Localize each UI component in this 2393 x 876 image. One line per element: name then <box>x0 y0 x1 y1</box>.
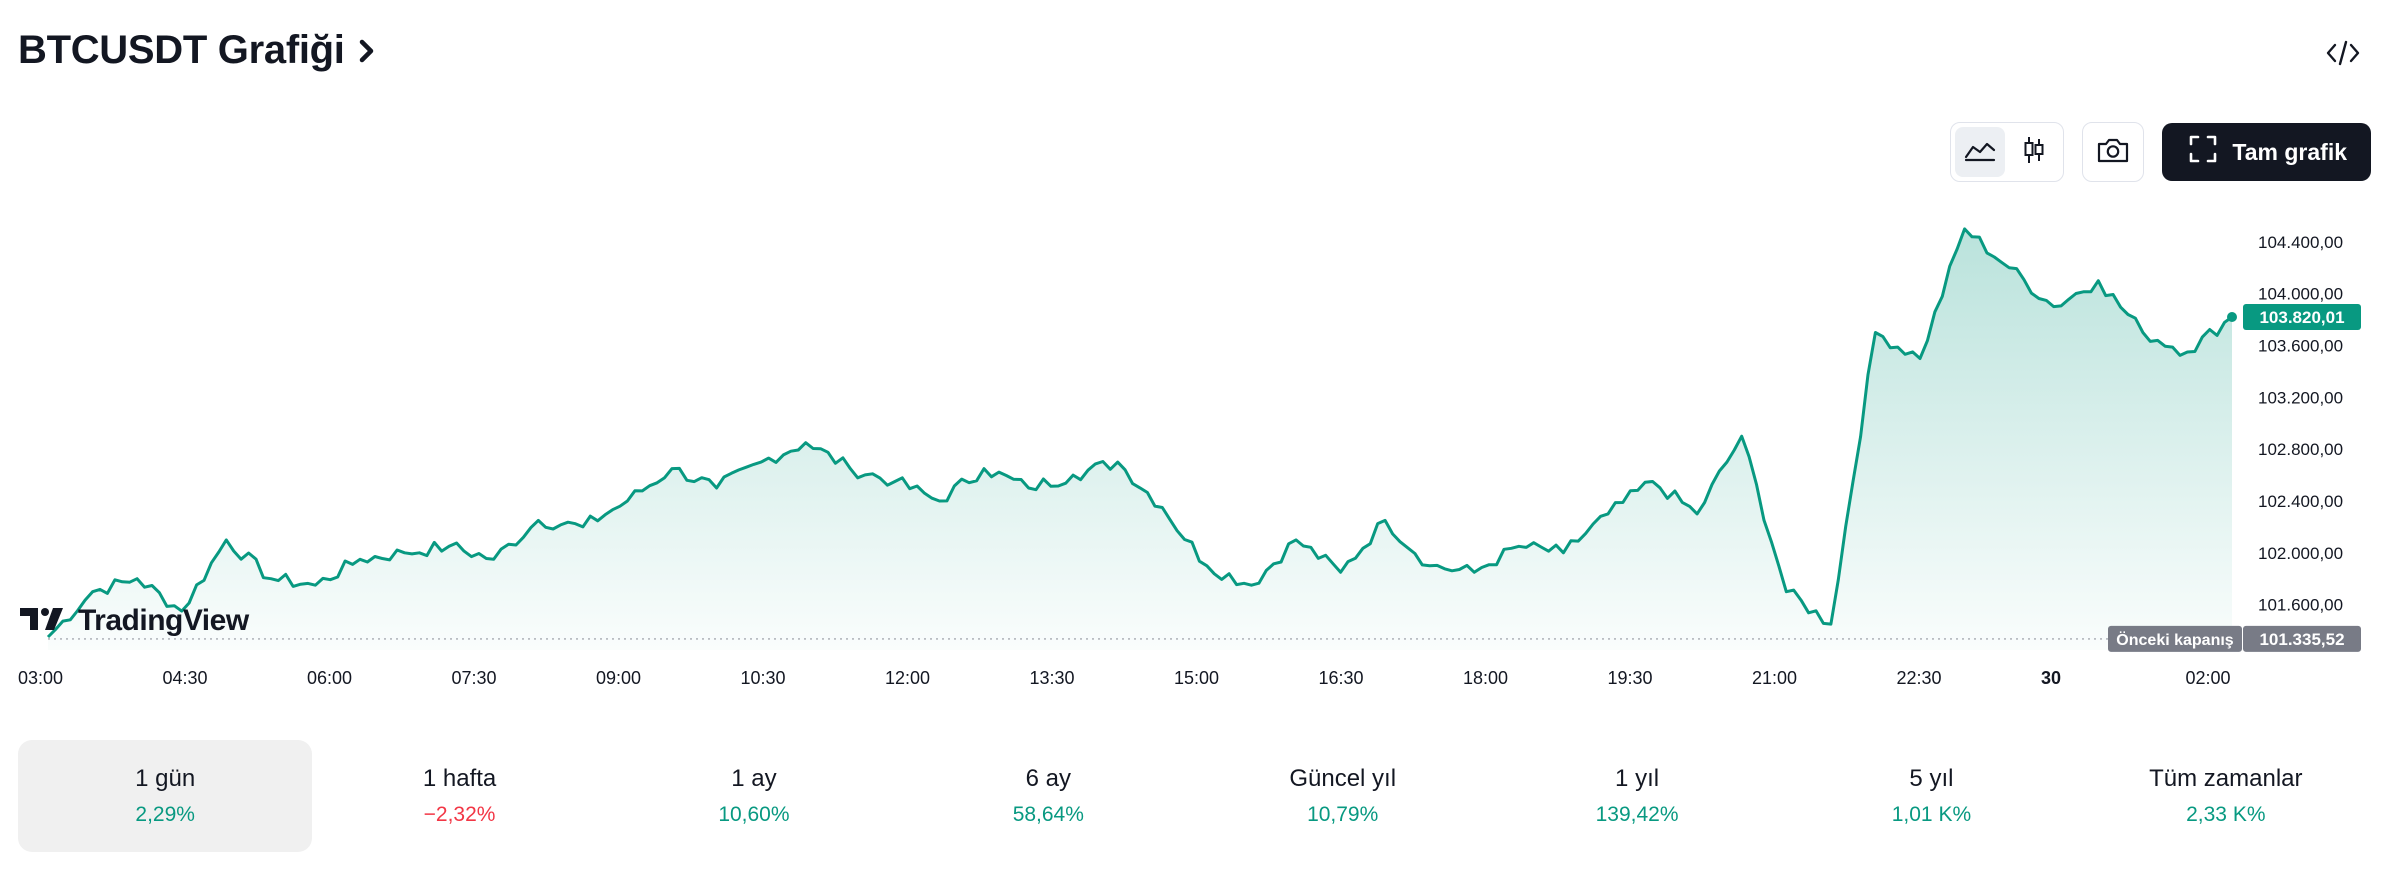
period-button[interactable]: 1 gün 2,29% <box>18 740 313 852</box>
period-change-value: 10,79% <box>1307 803 1379 826</box>
price-chart[interactable]: 104.400,00 104.000,00 103.600,00 103.200,00… <box>0 190 2393 710</box>
x-tick-label: 22:30 <box>1897 668 1942 688</box>
period-button[interactable]: 1 yıl 139,42% <box>1490 740 1784 852</box>
period-label: 1 gün <box>135 765 196 792</box>
price-badges: 103.820,01 Önceki kapanış 101.335,52 <box>2108 303 2361 652</box>
chart-toolbar: Tam grafik <box>1950 122 2371 182</box>
period-label: 5 yıl <box>1909 765 1954 792</box>
y-tick-label: 103.600,00 <box>2258 336 2343 355</box>
period-button[interactable]: 1 ay 10,60% <box>607 740 901 852</box>
camera-icon <box>2096 136 2130 169</box>
price-series-line <box>46 227 2233 639</box>
period-change-value: 1,01 K% <box>1891 803 1972 826</box>
current-price-label: 103.820,01 <box>2259 308 2344 327</box>
candlestick-icon <box>2021 135 2047 170</box>
tradingview-wordmark: TradingView <box>78 604 249 637</box>
previous-close-price: 101.335,52 <box>2259 630 2344 649</box>
y-tick-label: 101.600,00 <box>2258 596 2343 615</box>
fullscreen-corners-icon <box>2188 134 2218 170</box>
price-area <box>48 228 2232 650</box>
price-line <box>46 227 2237 639</box>
period-button[interactable]: 5 yıl 1,01 K% <box>1784 740 2078 852</box>
current-price-badge <box>2243 303 2361 330</box>
period-change-value: 2,29% <box>135 803 195 826</box>
previous-close-caption: Önceki kapanış <box>2116 630 2233 649</box>
y-tick-label: 102.800,00 <box>2258 440 2343 459</box>
price-axis: 104.400,00 104.000,00 103.600,00 103.200,00… <box>2258 233 2343 615</box>
period-label: 1 yıl <box>1615 765 1660 792</box>
chart-title-link[interactable]: BTCUSDT Grafiği <box>18 28 387 73</box>
period-selector: 1 gün 2,29% 1 hafta −2,32% 1 ay 10,60% 6 ay 58,… <box>18 740 2373 852</box>
x-tick-label: 09:00 <box>596 668 641 688</box>
period-change-value: −2,32% <box>423 803 496 826</box>
x-tick-label: 02:00 <box>2186 668 2231 688</box>
x-tick-label: 30 <box>2041 668 2061 688</box>
x-tick-label: 15:00 <box>1174 668 1219 688</box>
page-title: BTCUSDT Grafiği <box>18 28 345 72</box>
code-brackets-icon <box>2325 39 2361 72</box>
y-tick-label: 102.400,00 <box>2258 492 2343 511</box>
y-tick-label: 104.400,00 <box>2258 233 2343 252</box>
area-style-button[interactable] <box>1955 127 2006 177</box>
period-label: Güncel yıl <box>1289 765 1397 792</box>
x-tick-label: 06:00 <box>307 668 352 688</box>
period-change-value: 2,33 K% <box>2186 803 2266 826</box>
x-tick-label: 16:30 <box>1319 668 1364 688</box>
y-tick-label: 104.000,00 <box>2258 285 2343 304</box>
area-chart-icon <box>1963 137 1997 168</box>
candle-style-button[interactable] <box>2009 127 2059 177</box>
previous-close-caption-badge <box>2108 625 2242 652</box>
period-button[interactable]: Güncel yıl 10,79% <box>1196 740 1490 852</box>
price-area-fill <box>48 228 2232 650</box>
embed-code-button[interactable] <box>2323 38 2363 72</box>
last-price-dot <box>2227 311 2237 322</box>
y-tick-label: 103.200,00 <box>2258 388 2343 407</box>
chevron-right-icon <box>351 31 387 71</box>
period-change-value: 58,64% <box>1012 803 1084 826</box>
snapshot-button[interactable] <box>2082 122 2145 182</box>
y-tick-label: 102.000,00 <box>2258 544 2343 563</box>
period-change-value: 139,42% <box>1595 803 1679 826</box>
period-change-value: 10,60% <box>718 803 790 826</box>
x-tick-label: 10:30 <box>741 668 786 688</box>
previous-close-price-badge <box>2243 625 2361 652</box>
period-button[interactable]: 6 ay 58,64% <box>901 740 1195 852</box>
period-label: 1 hafta <box>422 765 497 792</box>
x-tick-label: 18:00 <box>1463 668 1508 688</box>
period-button[interactable]: Tüm zamanlar 2,33 K% <box>2079 740 2373 852</box>
period-label: 6 ay <box>1025 765 1071 792</box>
x-tick-label: 07:30 <box>452 668 497 688</box>
time-axis: 03:00 04:30 06:00 07:30 09:00 10:30 12:00 13:30… <box>18 668 2231 688</box>
chart-style-toggle <box>1950 122 2065 182</box>
x-tick-label: 19:30 <box>1608 668 1653 688</box>
x-tick-label: 03:00 <box>18 668 63 688</box>
full-chart-label: Tam grafik <box>2232 138 2347 165</box>
x-tick-label: 13:30 <box>1030 668 1075 688</box>
x-tick-label: 04:30 <box>163 668 208 688</box>
x-tick-label: 12:00 <box>885 668 930 688</box>
x-tick-label: 21:00 <box>1752 668 1797 688</box>
period-label: 1 ay <box>731 765 777 792</box>
full-chart-button[interactable]: Tam grafik <box>2162 123 2371 181</box>
tradingview-logo[interactable]: TradingView <box>18 604 249 638</box>
period-label: Tüm zamanlar <box>2149 765 2303 792</box>
tradingview-mark-icon <box>18 605 70 638</box>
period-button[interactable]: 1 hafta −2,32% <box>312 740 606 852</box>
